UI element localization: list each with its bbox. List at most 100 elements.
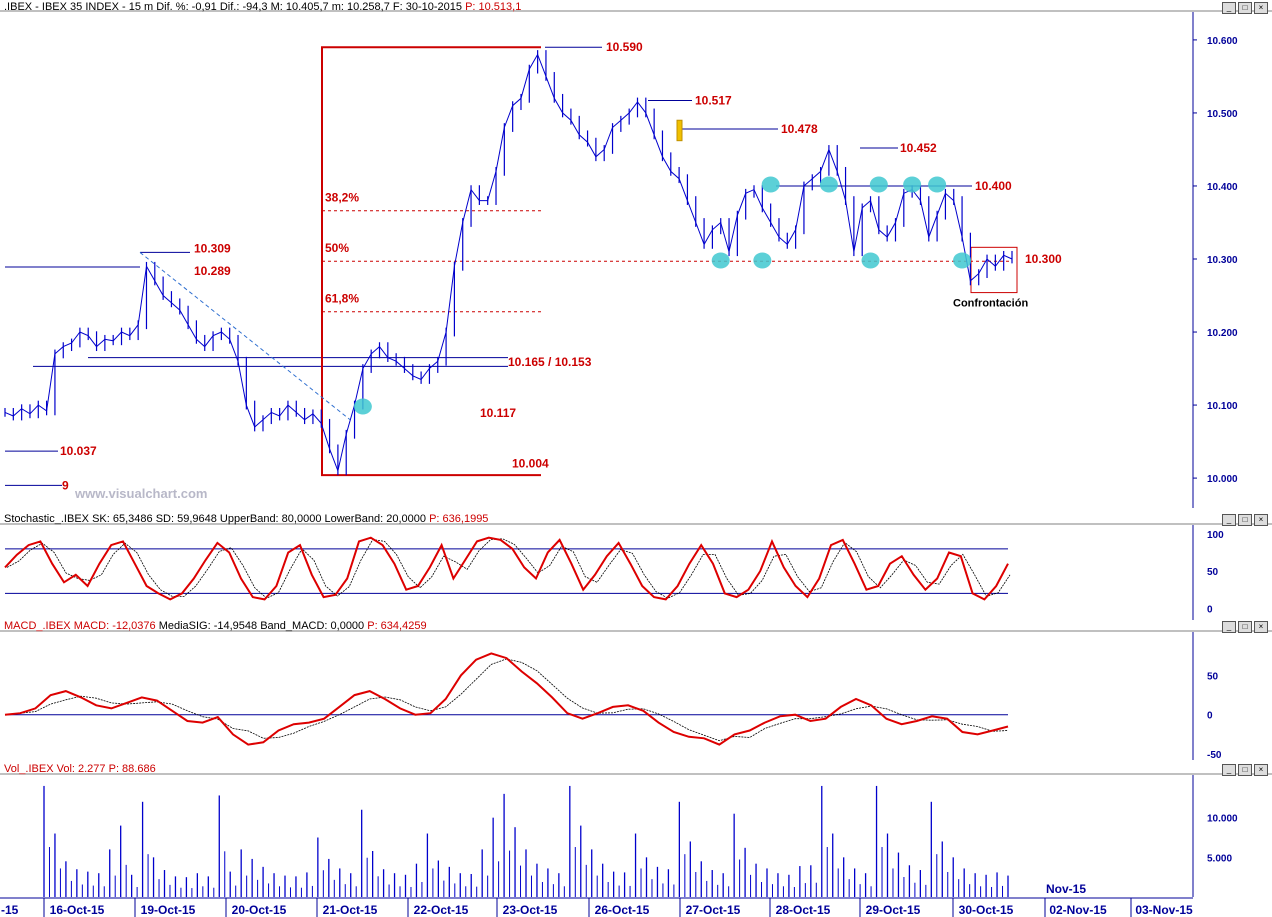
macd-band: Band_MACD: 0,0000 [260, 620, 365, 632]
maximize-icon[interactable]: □ [1238, 764, 1252, 776]
price-ytick-label: 10.100 [1207, 401, 1238, 412]
price-ytick-label: 10.000 [1207, 474, 1238, 485]
minimize-icon[interactable]: _ [1222, 2, 1236, 14]
trendline [139, 252, 351, 421]
x-date-label: 03-Nov-15 [1135, 903, 1193, 917]
max-label: M: 10.405,7 [270, 1, 329, 13]
macd-value: MACD: -12,0376 [73, 620, 156, 632]
maximize-icon[interactable]: □ [1238, 2, 1252, 14]
min-label: m: 10.258,7 [331, 1, 390, 13]
price-ytick-label: 10.300 [1207, 255, 1238, 266]
macd-signal: MediaSIG: -14,9548 [158, 620, 258, 632]
x-date-label: 22-Oct-15 [414, 903, 469, 917]
price-ytick-label: 10.500 [1207, 109, 1238, 120]
level-label: 10.400 [975, 179, 1012, 193]
price-label: P: 10.513,1 [465, 1, 522, 13]
close-icon[interactable]: × [1254, 2, 1268, 14]
price-line [4, 53, 1013, 473]
marker-ellipse [928, 176, 947, 193]
stoch-name: Stochastic_.IBEX [4, 513, 89, 525]
minimize-icon[interactable]: _ [1222, 621, 1236, 633]
level-label: 10.004 [512, 456, 549, 470]
date-label: F: 30-10-2015 [392, 1, 462, 13]
price-ytick-label: 10.400 [1207, 182, 1238, 193]
vol-name: Vol_.IBEX [4, 763, 54, 775]
macd-panel-window-buttons: _ □ × [1222, 621, 1268, 633]
macd-panel-header: MACD_.IBEX MACD: -12,0376 MediaSIG: -14,… [4, 620, 427, 632]
macd-name: MACD_.IBEX [4, 620, 71, 632]
stoch-ytick-label: 50 [1207, 567, 1219, 578]
x-date-label: 26-Oct-15 [595, 903, 650, 917]
price-panel-header: .IBEX - IBEX 35 INDEX - 15 m Dif. %: -0,… [4, 1, 521, 13]
marker-ellipse [711, 252, 730, 269]
stoch-sk: SK: 65,3486 [92, 513, 153, 525]
macd-ytick-label: -50 [1207, 750, 1222, 761]
symbol-label: .IBEX - IBEX 35 INDEX - 15 m [4, 1, 154, 13]
marker-ellipse [869, 176, 888, 193]
level-label: 9 [62, 478, 69, 492]
stoch-price: P: 636,1995 [429, 513, 489, 525]
macd-price: P: 634,4259 [367, 620, 427, 632]
close-icon[interactable]: × [1254, 514, 1268, 526]
confrontation-label: Confrontación [953, 297, 1028, 309]
stochastic-panel-window-buttons: _ □ × [1222, 514, 1268, 526]
dif-label: Dif.: -94,3 [219, 1, 268, 13]
x-extra-label: -15 [1, 903, 19, 917]
x-date-label: 02-Nov-15 [1049, 903, 1107, 917]
highlight-bar [676, 119, 683, 142]
level-label: 10.165 / 10.153 [508, 355, 592, 369]
volume-panel-header: Vol_.IBEX Vol: 2.277 P: 88.686 [4, 763, 156, 775]
stochastic-panel-header: Stochastic_.IBEX SK: 65,3486 SD: 59,9648… [4, 513, 488, 525]
price-ytick-label: 10.200 [1207, 328, 1238, 339]
x-date-label: 19-Oct-15 [141, 903, 196, 917]
fib-label-0: 38,2% [325, 191, 359, 205]
marker-ellipse [861, 252, 880, 269]
vol-price: P: 88.686 [108, 763, 156, 775]
level-label: 10.590 [606, 40, 643, 54]
level-label: 10.452 [900, 141, 937, 155]
stoch-lower: LowerBand: 20,0000 [324, 513, 427, 525]
macd-ytick-label: 50 [1207, 671, 1219, 682]
x-date-label: 30-Oct-15 [959, 903, 1014, 917]
fib-label-2: 61,8% [325, 292, 359, 306]
close-icon[interactable]: × [1254, 764, 1268, 776]
volume-ytick-label: 5.000 [1207, 853, 1232, 864]
level-label: 10.309 [194, 241, 231, 255]
x-date-label: 28-Oct-15 [776, 903, 831, 917]
maximize-icon[interactable]: □ [1238, 514, 1252, 526]
x-date-label: 20-Oct-15 [232, 903, 287, 917]
fib-label-1: 50% [325, 241, 349, 255]
level-label: 10.478 [781, 122, 818, 136]
level-label: 10.517 [695, 94, 732, 108]
marker-ellipse [753, 252, 772, 269]
vol-value: Vol: 2.277 [56, 763, 106, 775]
x-date-label: 29-Oct-15 [866, 903, 921, 917]
stoch-ytick-label: 100 [1207, 530, 1224, 541]
marker-ellipse [903, 176, 922, 193]
confrontation-box [970, 246, 1018, 294]
minimize-icon[interactable]: _ [1222, 764, 1236, 776]
price-panel-window-buttons: _ □ × [1222, 2, 1268, 14]
stoch-upper: UpperBand: 80,0000 [219, 513, 322, 525]
stoch-sd-line [6, 538, 1011, 599]
macd-line [4, 652, 1009, 746]
price-ytick-label: 10.600 [1207, 36, 1238, 47]
watermark: www.visualchart.com [75, 486, 208, 501]
dif-pct-label: Dif. %: -0,91 [156, 1, 217, 13]
stoch-ytick-label: 0 [1207, 604, 1213, 615]
level-label: 10.300 [1025, 252, 1062, 266]
close-icon[interactable]: × [1254, 621, 1268, 633]
maximize-icon[interactable]: □ [1238, 621, 1252, 633]
marker-ellipse [819, 176, 838, 193]
stoch-sd: SD: 59,9648 [155, 513, 217, 525]
marker-ellipse [353, 398, 372, 415]
level-label: 10.037 [60, 444, 97, 458]
level-label: 10.289 [194, 264, 231, 278]
minimize-icon[interactable]: _ [1222, 514, 1236, 526]
marker-ellipse [953, 252, 972, 269]
volume-panel-window-buttons: _ □ × [1222, 764, 1268, 776]
x-date-label: 23-Oct-15 [503, 903, 558, 917]
stoch-sk-line [4, 536, 1009, 601]
x-extra-label: Nov-15 [1046, 882, 1086, 896]
